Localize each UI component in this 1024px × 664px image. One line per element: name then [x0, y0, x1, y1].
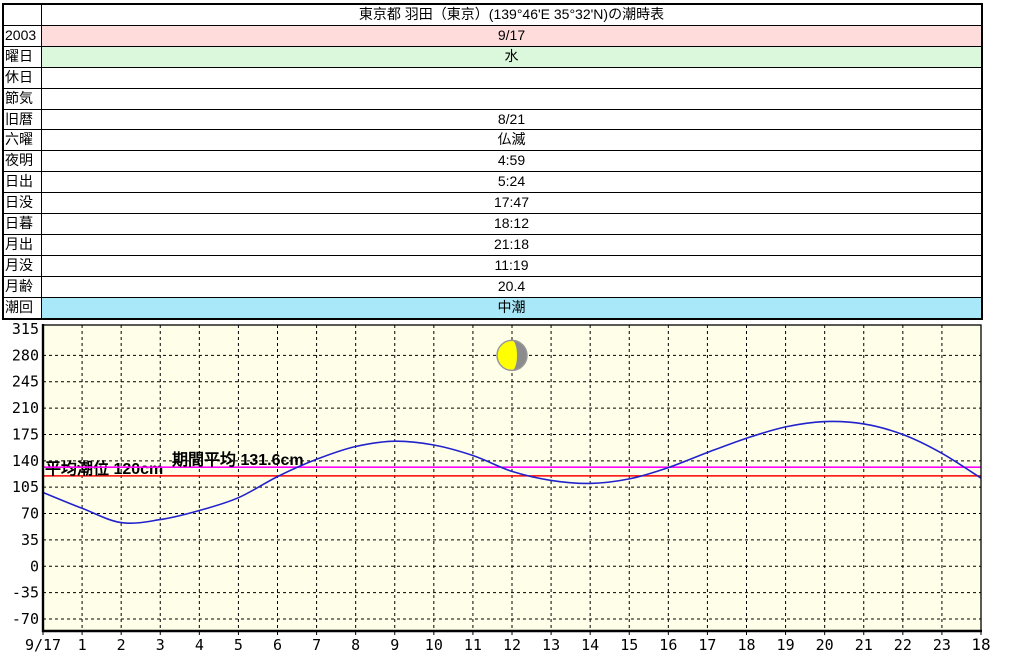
field-value: 9/17 — [41, 24, 983, 47]
info-row: 潮回 中潮 — [2, 296, 983, 320]
field-value: 17:47 — [41, 192, 983, 215]
info-row: 夜明 4:59 — [2, 150, 983, 173]
info-row: 日没 17:47 — [2, 192, 983, 215]
info-row: 月出 21:18 — [2, 233, 983, 256]
y-tick-label: 35 — [21, 531, 39, 549]
tide-curve — [42, 420, 982, 525]
x-tick-label: 2 — [117, 636, 126, 654]
tide-info-table-body: 東京都 羽田（東京）(139°46'E 35°32'N)の潮時表 2003 9/1… — [2, 3, 983, 320]
x-tick-label: 8 — [351, 636, 360, 654]
x-tick-label: 10 — [425, 636, 443, 654]
mean-tide-label: 平均潮位 120cm — [45, 459, 163, 478]
x-tick-label: 9/17 — [25, 636, 61, 654]
x-tick-label: 9 — [390, 636, 399, 654]
moon-shadow — [512, 340, 527, 371]
field-value: 4:59 — [41, 150, 983, 173]
y-tick-label: -35 — [12, 584, 39, 602]
field-label: 2003 — [2, 24, 42, 47]
info-row: 旧暦 8/21 — [2, 108, 983, 131]
y-tick-label: 245 — [12, 373, 39, 391]
y-tick-label: 210 — [12, 399, 39, 417]
info-row: 曜日水 — [2, 45, 983, 68]
field-value: 18:12 — [41, 213, 983, 235]
field-value: 21:18 — [41, 233, 983, 256]
field-value: 仏滅 — [41, 129, 983, 152]
info-row: 日暮 18:12 — [2, 213, 983, 235]
x-tick-label: 18 — [737, 636, 755, 654]
y-tick-label: 140 — [12, 452, 39, 470]
info-row: 月没 11:19 — [2, 254, 983, 277]
x-tick-label: 21 — [855, 636, 873, 654]
title-row: 東京都 羽田（東京）(139°46'E 35°32'N)の潮時表 — [2, 3, 983, 26]
x-tick-label: 22 — [894, 636, 912, 654]
y-tick-label: -70 — [12, 610, 39, 628]
moon-outline — [496, 339, 528, 372]
info-row: 2003 9/17 — [2, 24, 983, 47]
x-tick-label: 7 — [312, 636, 321, 654]
x-tick-label: 15 — [620, 636, 638, 654]
field-label: 休日 — [2, 66, 42, 89]
field-value — [41, 66, 983, 89]
field-label: 月出 — [2, 233, 42, 256]
x-tick-label: 1 — [78, 636, 87, 654]
field-label: 日没 — [2, 192, 42, 215]
x-tick-label: 14 — [581, 636, 599, 654]
info-row: 月齢 20.4 — [2, 275, 983, 298]
info-row: 日出 5:24 — [2, 171, 983, 194]
x-tick-label: 13 — [542, 636, 560, 654]
x-tick-label: 20 — [816, 636, 834, 654]
field-label: 六曜 — [2, 129, 42, 152]
y-tick-label: 175 — [12, 425, 39, 443]
field-value: 20.4 — [41, 275, 983, 298]
x-tick-label: 11 — [464, 636, 482, 654]
y-tick-label: 315 — [12, 322, 39, 338]
x-tick-label: 3 — [156, 636, 165, 654]
field-value: 11:19 — [41, 254, 983, 277]
field-label: 月没 — [2, 254, 42, 277]
field-label: 旧暦 — [2, 108, 42, 131]
y-tick-label: 280 — [12, 346, 39, 364]
field-value: 水 — [41, 45, 983, 68]
x-tick-label: 6 — [273, 636, 282, 654]
corner-cell — [2, 3, 42, 26]
field-value: 中潮 — [41, 296, 983, 320]
x-tick-label: 18 — [971, 635, 990, 654]
field-value — [41, 87, 983, 110]
field-label: 日出 — [2, 171, 42, 194]
y-tick-label: 0 — [30, 557, 39, 575]
x-tick-label: 23 — [933, 636, 951, 654]
x-tick-label: 19 — [777, 636, 795, 654]
info-row: 休日 — [2, 66, 983, 89]
x-tick-label: 4 — [195, 636, 204, 654]
y-tick-label: 105 — [12, 478, 39, 496]
field-value: 8/21 — [41, 108, 983, 131]
field-label: 夜明 — [2, 150, 42, 173]
x-tick-label: 5 — [234, 636, 243, 654]
info-row: 六曜 仏滅 — [2, 129, 983, 152]
field-label: 曜日 — [2, 45, 42, 68]
info-row: 節気 — [2, 87, 983, 110]
tide-info-table: 東京都 羽田（東京）(139°46'E 35°32'N)の潮時表 2003 9/1… — [2, 3, 983, 320]
field-label: 節気 — [2, 87, 42, 110]
x-tick-label: 17 — [698, 636, 716, 654]
field-label: 月齢 — [2, 275, 42, 298]
field-label: 潮回 — [2, 296, 42, 320]
x-tick-label: 16 — [659, 636, 677, 654]
period-mean-label: 期間平均 131.6cm — [172, 450, 304, 469]
field-value: 5:24 — [41, 171, 983, 194]
y-tick-label: 70 — [21, 505, 39, 523]
page-title: 東京都 羽田（東京）(139°46'E 35°32'N)の潮時表 — [41, 3, 983, 26]
x-tick-label: 12 — [503, 636, 521, 654]
field-label: 日暮 — [2, 213, 42, 235]
